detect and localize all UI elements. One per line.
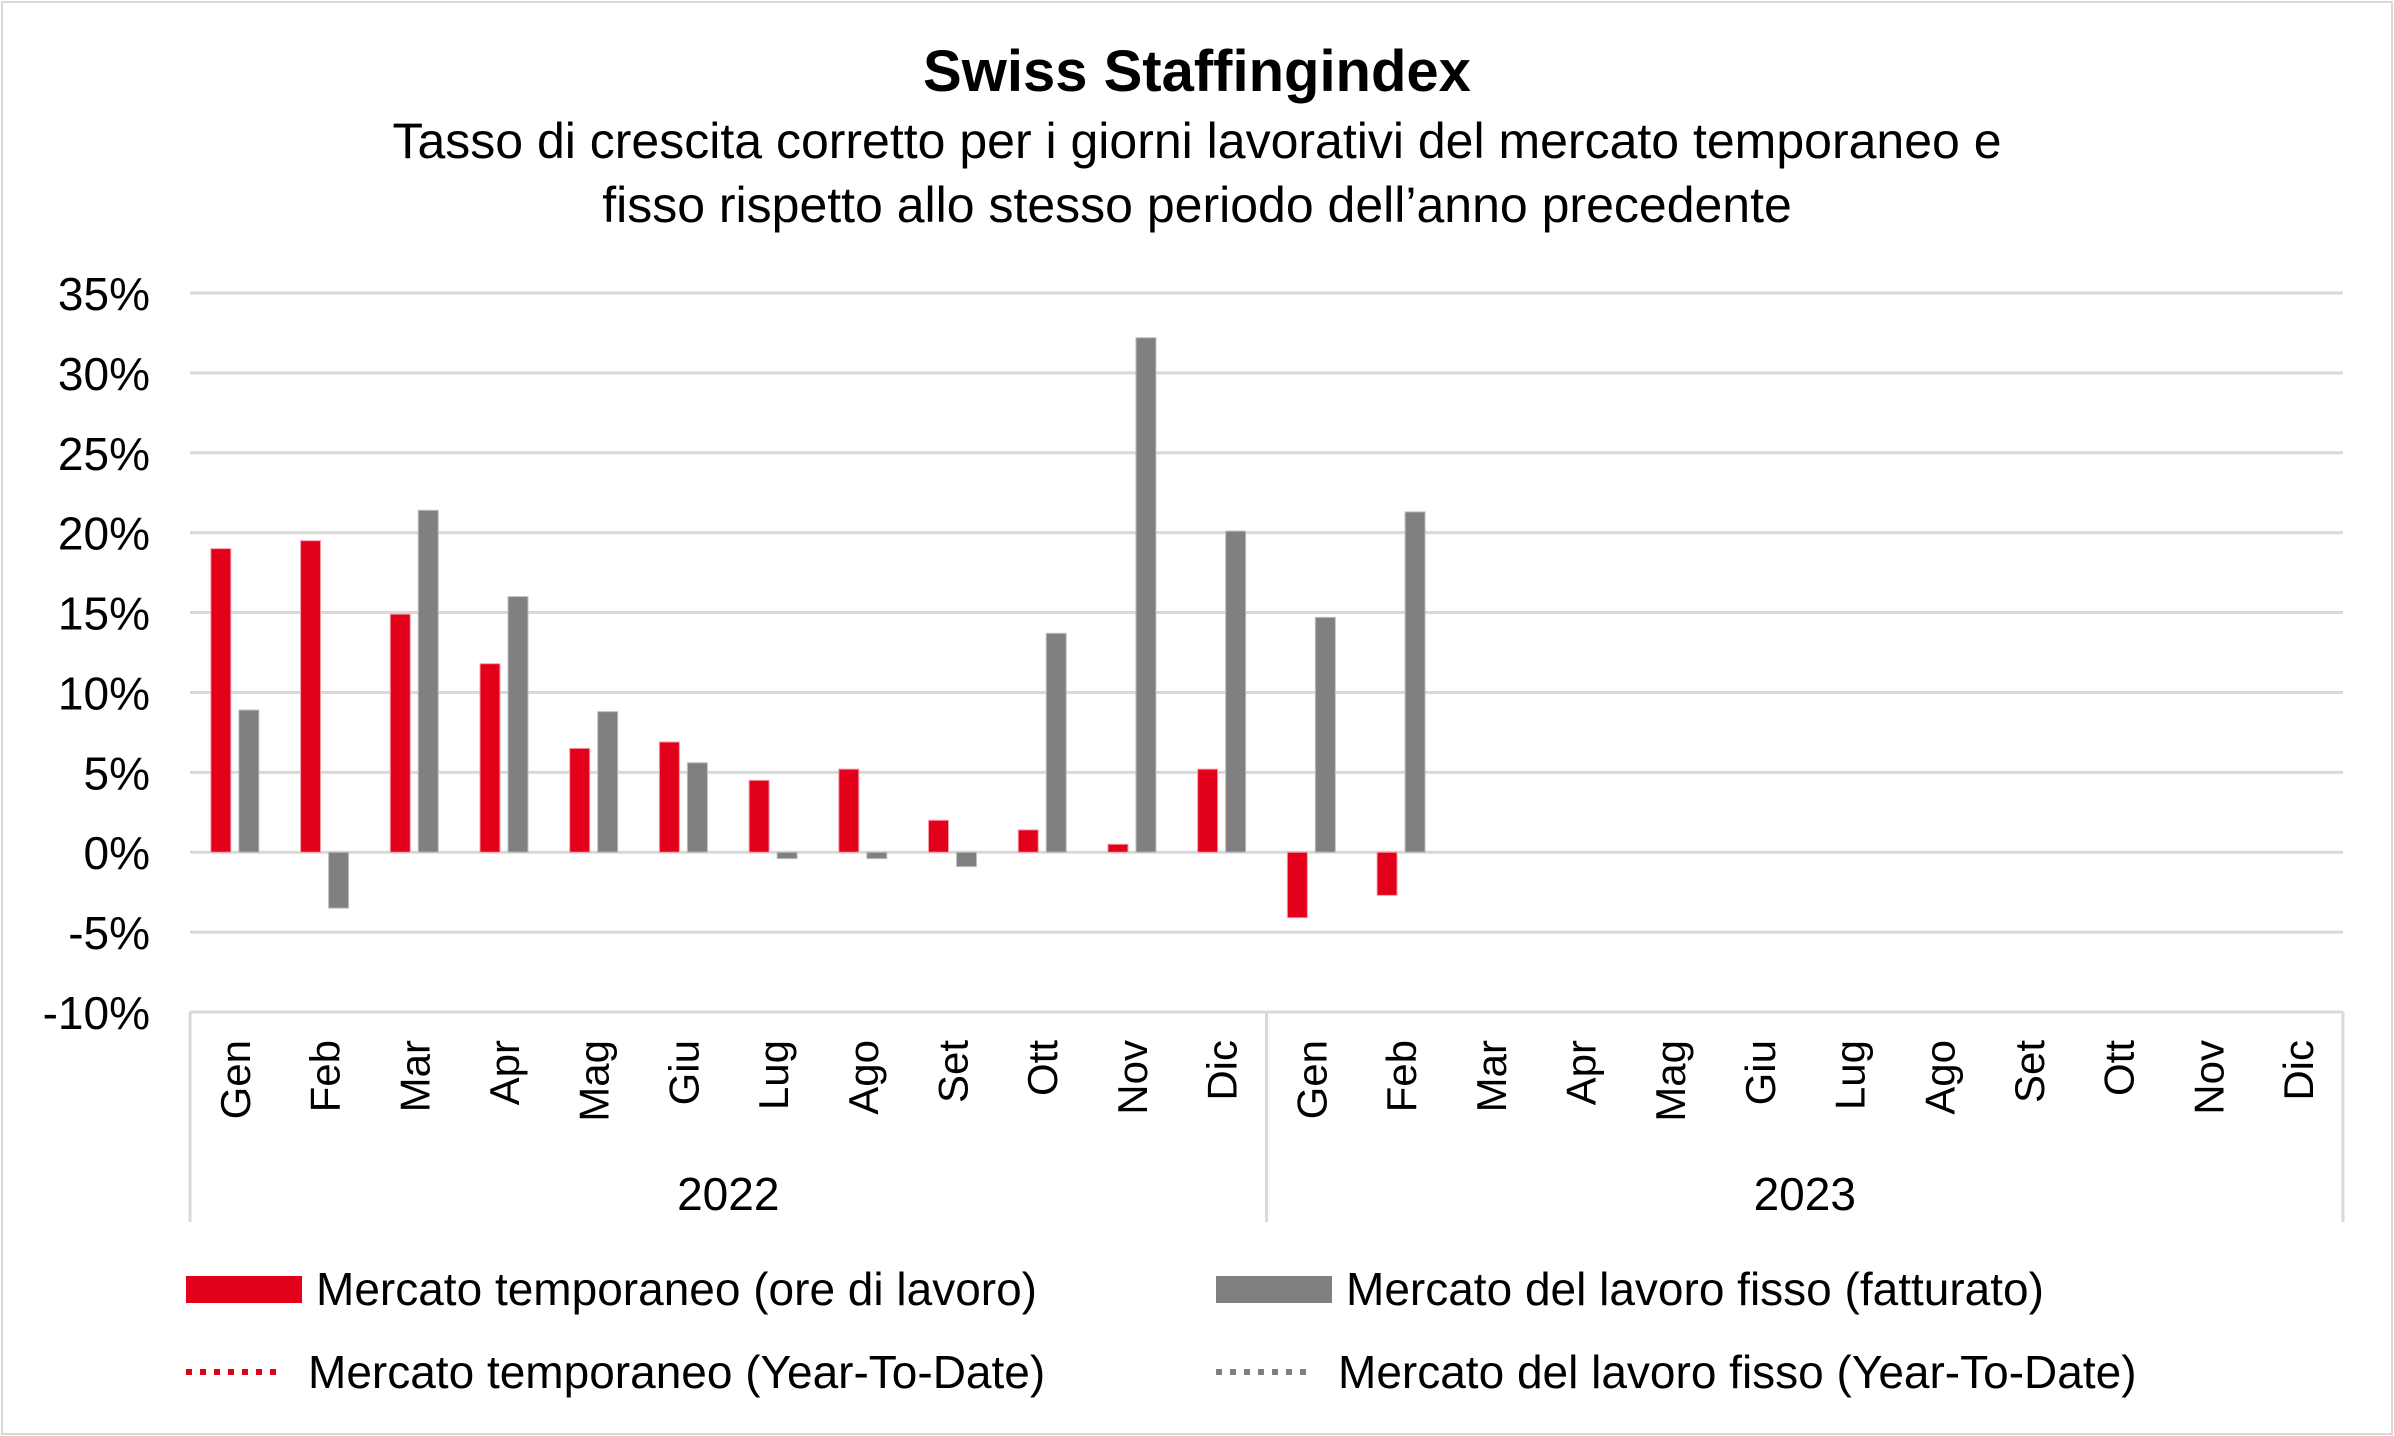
legend-swatch-gray-bar-icon — [1216, 1275, 1332, 1303]
x-tick-label: Lug — [750, 1040, 797, 1110]
x-tick-label: Mar — [1468, 1040, 1515, 1112]
x-tick-label: Apr — [481, 1040, 528, 1105]
bar-temporaneo — [838, 768, 860, 853]
legend-item-temporaneo-ytd: Mercato temporaneo (Year-To-Date) — [178, 1345, 1045, 1399]
bar-temporaneo — [479, 663, 501, 853]
x-tick-label: Ago — [840, 1040, 887, 1115]
x-tick-label: Set — [930, 1040, 977, 1103]
y-tick-label: -10% — [43, 987, 150, 1039]
bar-fisso — [866, 851, 888, 860]
legend-item-temporaneo: Mercato temporaneo (ore di lavoro) — [186, 1262, 1037, 1316]
chart-title: Swiss Staffingindex — [923, 39, 1471, 104]
x-tick-label: Giu — [660, 1040, 707, 1105]
x-tick-label: Set — [2006, 1040, 2053, 1103]
y-tick-label: 35% — [58, 268, 150, 320]
bar-fisso — [1045, 632, 1067, 853]
y-tick-label: 0% — [84, 827, 150, 879]
legend-label: Mercato del lavoro fisso (Year-To-Date) — [1338, 1346, 2137, 1398]
bar-temporaneo — [748, 779, 770, 853]
bar-temporaneo — [389, 613, 411, 853]
x-tick-label: Lug — [1827, 1040, 1874, 1110]
bar-temporaneo — [210, 548, 232, 853]
bar-temporaneo — [1376, 851, 1398, 896]
legend-item-fisso-ytd: Mercato del lavoro fisso (Year-To-Date) — [1208, 1345, 2137, 1399]
x-tick-label: Dic — [2275, 1040, 2322, 1101]
bar-fisso — [1314, 616, 1336, 853]
bar-fisso — [417, 509, 439, 853]
legend-item-fisso: Mercato del lavoro fisso (fatturato) — [1216, 1262, 2044, 1316]
x-tick-label: Nov — [2185, 1040, 2232, 1115]
year-label: 2022 — [677, 1168, 779, 1220]
y-tick-label: 25% — [58, 428, 150, 480]
bar-fisso — [1404, 511, 1426, 853]
bar-fisso — [328, 851, 350, 909]
x-tick-label: Giu — [1737, 1040, 1784, 1105]
bars — [210, 337, 1426, 919]
bar-fisso — [956, 851, 978, 868]
chart-subtitle-line-2: fisso rispetto allo stesso periodo dell’… — [602, 177, 1792, 233]
x-tick-label: Mag — [1647, 1040, 1694, 1122]
x-tick-label: Dic — [1199, 1040, 1246, 1101]
bar-fisso — [597, 711, 619, 853]
y-tick-label: 10% — [58, 667, 150, 719]
legend-label: Mercato temporaneo (Year-To-Date) — [308, 1346, 1046, 1398]
legend-dotted-gray-line-icon — [1216, 1369, 1306, 1375]
x-tick-label: Mar — [391, 1040, 438, 1112]
bar-temporaneo — [1017, 829, 1039, 853]
x-tick-label: Feb — [302, 1040, 349, 1112]
bar-temporaneo — [658, 741, 680, 853]
y-tick-label: -5% — [68, 907, 150, 959]
x-tick-label: Mag — [571, 1040, 618, 1122]
category-axis: Gen Feb Mar Apr Mag Giu Lug Ago Set Ott Nov Dic 2022… — [188, 1012, 2345, 1222]
year-label: 2023 — [1754, 1168, 1856, 1220]
x-tick-label: Ago — [1916, 1040, 1963, 1115]
chart-subtitle-line-1: Tasso di crescita corretto per i giorni … — [392, 113, 2002, 169]
x-tick-label: Nov — [1109, 1040, 1156, 1115]
bar-fisso — [238, 709, 260, 853]
bar-fisso — [776, 851, 798, 860]
y-tick-label: 5% — [84, 747, 150, 799]
bar-fisso — [1135, 337, 1157, 853]
bar-temporaneo — [928, 819, 950, 853]
legend-swatch-red-bar-icon — [186, 1275, 302, 1303]
y-tick-label: 20% — [58, 508, 150, 560]
y-tick-label: 30% — [58, 348, 150, 400]
legend-label: Mercato del lavoro fisso (fatturato) — [1346, 1263, 2044, 1315]
x-tick-label: Gen — [212, 1040, 259, 1119]
legend-dotted-red-line-icon — [186, 1369, 276, 1375]
y-tick-label: 15% — [58, 588, 150, 640]
legend-label: Mercato temporaneo (ore di lavoro) — [316, 1263, 1037, 1315]
x-tick-label: Ott — [1019, 1040, 1066, 1096]
bar-fisso — [686, 762, 708, 853]
x-tick-label: Apr — [1557, 1040, 1604, 1105]
bar-temporaneo — [1286, 851, 1308, 919]
x-tick-label: Ott — [2096, 1040, 2143, 1096]
bar-temporaneo — [300, 540, 322, 853]
bar-fisso — [507, 596, 529, 853]
bar-temporaneo — [569, 747, 591, 853]
bar-temporaneo — [1107, 843, 1129, 853]
bar-temporaneo — [1197, 768, 1219, 853]
y-axis-tick-labels: 35% 30% 25% 20% 15% 10% 5% 0% -5% -10% — [43, 268, 150, 1039]
x-tick-label: Gen — [1288, 1040, 1335, 1119]
x-tick-label: Feb — [1378, 1040, 1425, 1112]
bar-fisso — [1225, 530, 1247, 853]
